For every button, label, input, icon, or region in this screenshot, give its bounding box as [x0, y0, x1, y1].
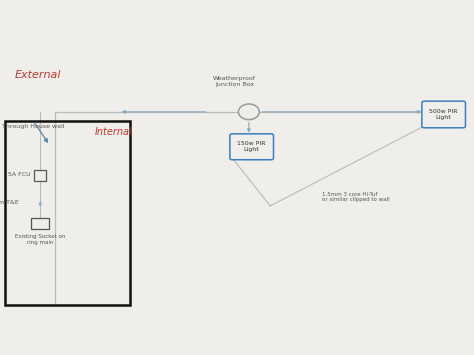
Text: Weatherproof
Junction Box: Weatherproof Junction Box: [213, 76, 256, 87]
FancyBboxPatch shape: [34, 170, 46, 181]
Circle shape: [238, 104, 259, 120]
Text: Through House wall: Through House wall: [2, 124, 65, 129]
Text: 500w PIR
Light: 500w PIR Light: [429, 109, 458, 120]
Text: 1.5mm 3 core Hi-Tuf
or similar clipped to wall: 1.5mm 3 core Hi-Tuf or similar clipped t…: [322, 192, 390, 202]
Text: External: External: [14, 70, 61, 80]
FancyBboxPatch shape: [230, 134, 273, 160]
Text: 2.5mm T&E: 2.5mm T&E: [0, 200, 19, 205]
FancyBboxPatch shape: [422, 101, 465, 128]
Text: Existing Socket on
ring main: Existing Socket on ring main: [15, 234, 65, 245]
Text: Internal: Internal: [95, 127, 133, 137]
Text: 150w PIR
Light: 150w PIR Light: [237, 141, 266, 152]
Text: 5A FCU: 5A FCU: [8, 172, 31, 177]
FancyBboxPatch shape: [31, 218, 49, 229]
